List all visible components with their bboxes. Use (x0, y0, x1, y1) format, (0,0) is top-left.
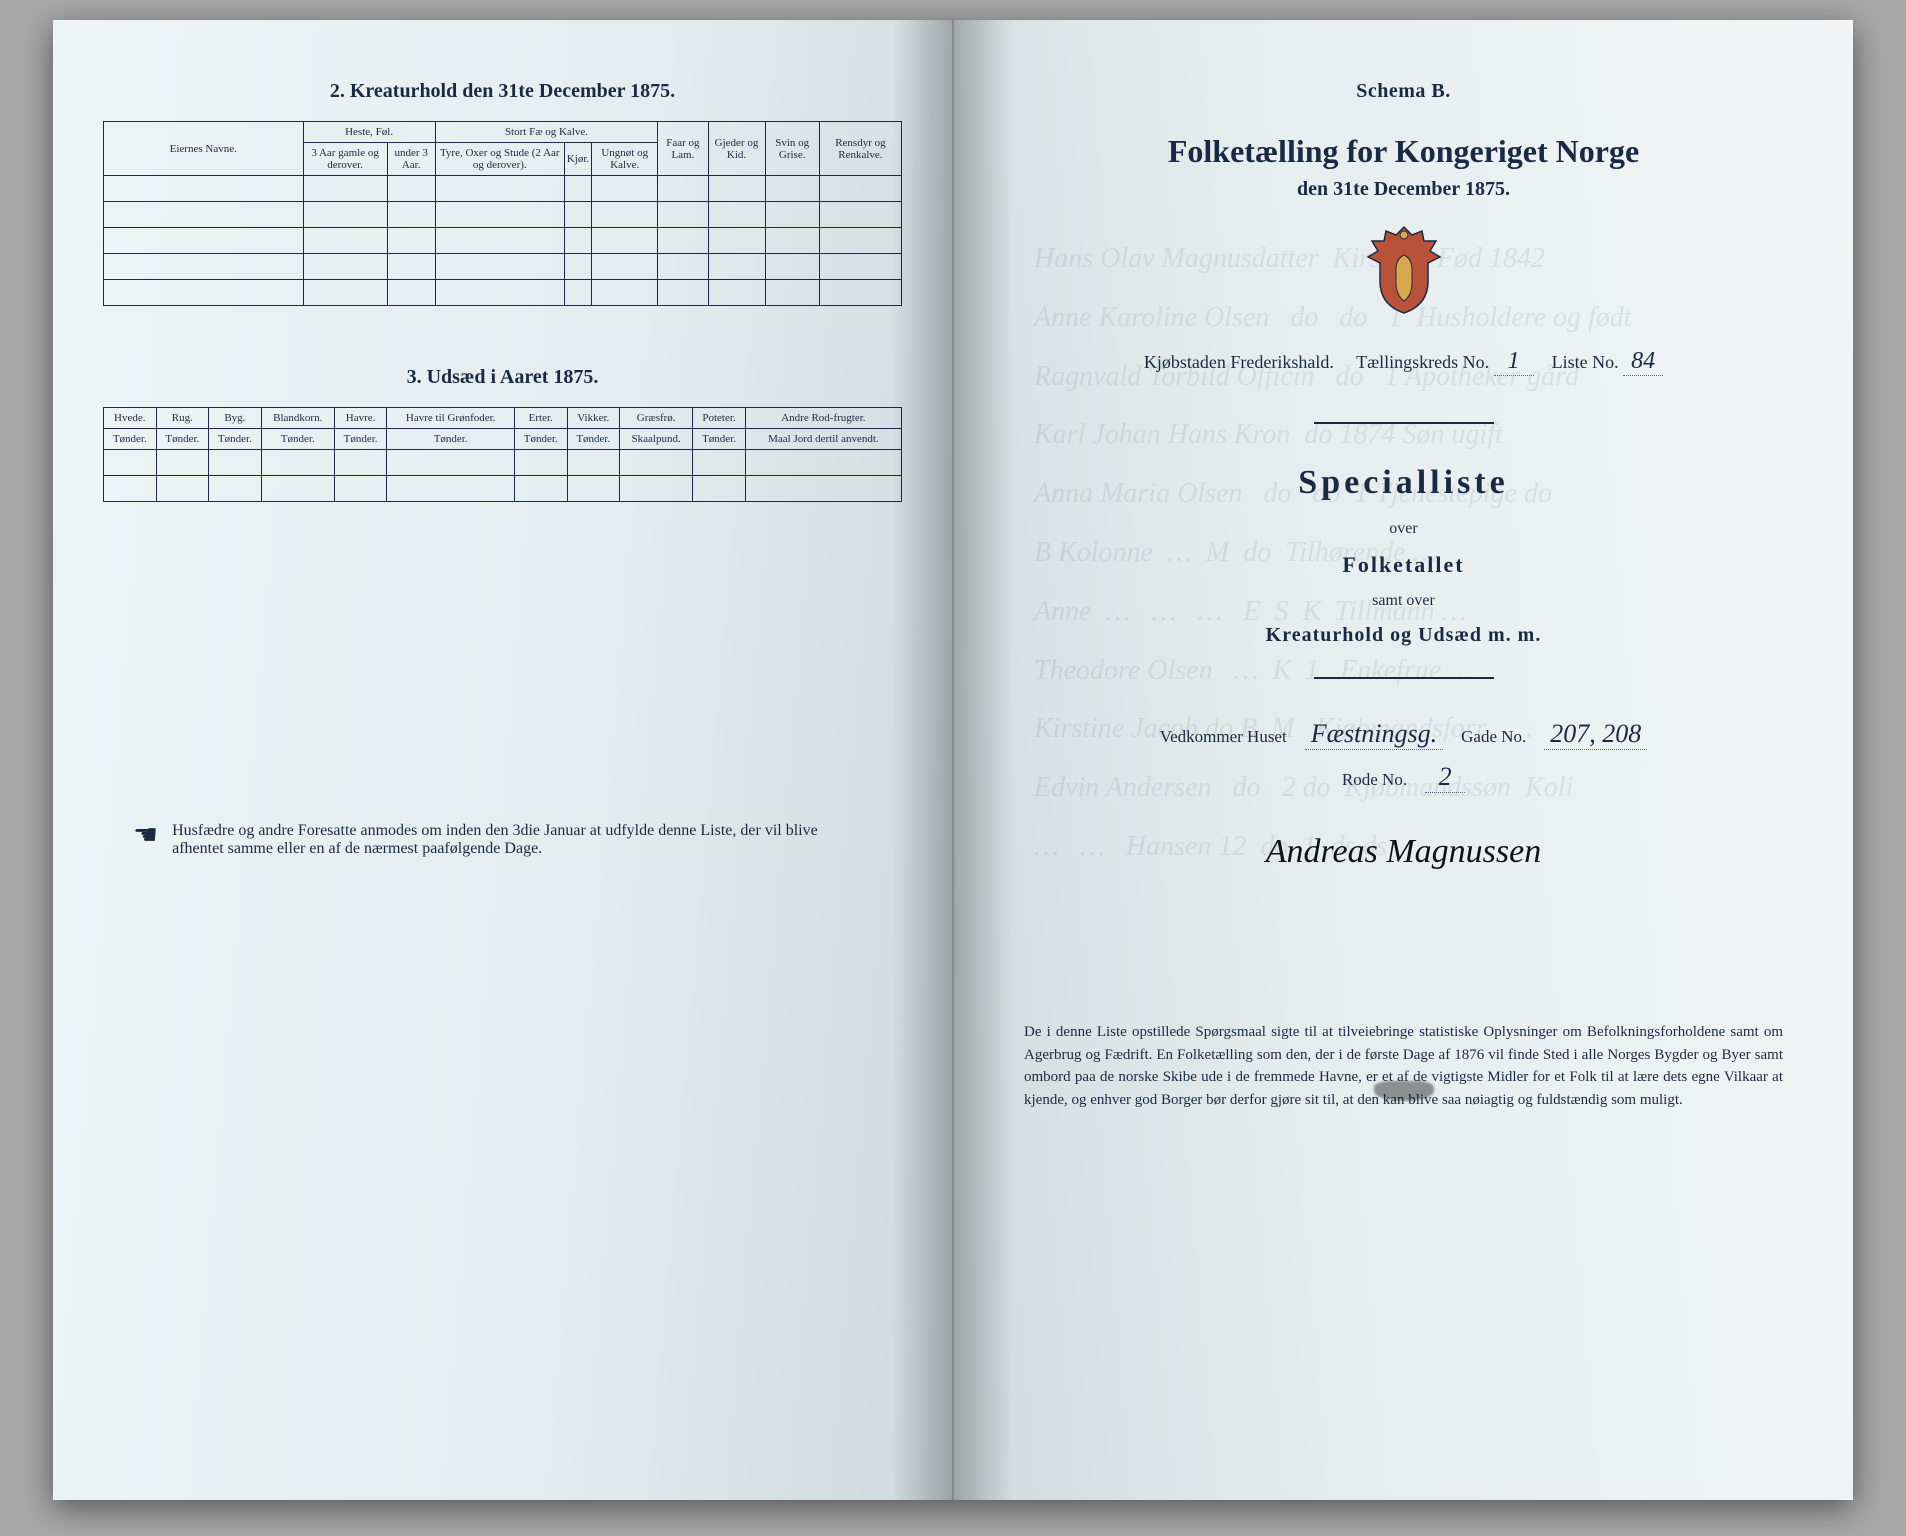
col-andre: Andre Rod-frugter. (745, 408, 901, 429)
table-row (104, 228, 902, 254)
col-rug: Rug. (156, 408, 209, 429)
col-svin: Svin og Grise. (765, 122, 819, 176)
col-byg: Byg. (209, 408, 262, 429)
signature: Andreas Magnussen (1004, 833, 1803, 871)
tkreds-label: Tællingskreds No. (1356, 352, 1489, 372)
col-ungnot: Ungnøt og Kalve. (592, 143, 658, 176)
vedkommer-label: Vedkommer Huset (1160, 727, 1287, 747)
tkreds-value: 1 (1494, 348, 1534, 376)
table-row (104, 176, 902, 202)
table-row (104, 450, 902, 476)
main-title: Folketælling for Kongeriget Norge (1004, 133, 1803, 170)
house-line: Vedkommer Huset Fæstningsg. Gade No. 207… (1004, 719, 1803, 750)
gade-label: Gade No. (1461, 727, 1526, 747)
col-kjor: Kjør. (564, 143, 591, 176)
col-poteter: Poteter. (693, 408, 746, 429)
kreatur-label: Kreaturhold og Udsæd m. m. (1004, 624, 1803, 647)
col-hvede: Hvede. (104, 408, 157, 429)
unit: Tønder. (104, 429, 157, 450)
section3-title: 3. Udsæd i Aaret 1875. (103, 366, 902, 389)
footnote: ☛ Husfædre og andre Foresatte anmodes om… (103, 822, 902, 858)
unit: Tønder. (387, 429, 515, 450)
section2-title: 2. Kreaturhold den 31te December 1875. (103, 80, 902, 103)
district-line: Kjøbstaden Frederikshald. Tællingskreds … (1004, 348, 1803, 376)
gade-value: 207, 208 (1544, 719, 1647, 750)
table-row (104, 202, 902, 228)
unit: Tønder. (209, 429, 262, 450)
liste-label: Liste No. (1552, 352, 1619, 372)
left-page: 2. Kreaturhold den 31te December 1875. E… (53, 20, 953, 1500)
col-blandkorn: Blandkorn. (261, 408, 334, 429)
table-row (104, 476, 902, 502)
table-row (104, 280, 902, 306)
rode-line: Rode No. 2 (1004, 762, 1803, 793)
divider (1314, 677, 1494, 679)
col-stortfae: Stort Fæ og Kalve. (435, 122, 658, 143)
folketallet-label: Folketallet (1004, 552, 1803, 578)
divider (1314, 422, 1494, 424)
rode-label: Rode No. (1342, 770, 1407, 790)
footnote-text: Husfædre og andre Foresatte anmodes om i… (172, 822, 872, 858)
coat-of-arms-icon (1364, 225, 1444, 315)
coat-of-arms (1004, 225, 1803, 320)
col-havre-gron: Havre til Grønfoder. (387, 408, 515, 429)
kjobstad-label: Kjøbstaden Frederikshald. (1144, 352, 1334, 372)
unit: Tønder. (261, 429, 334, 450)
specialliste-title: Specialliste (1004, 464, 1803, 502)
pointing-hand-icon: ☛ (133, 822, 158, 850)
census-book: 2. Kreaturhold den 31te December 1875. E… (53, 20, 1853, 1500)
unit: Tønder. (693, 429, 746, 450)
col-faar: Faar og Lam. (658, 122, 708, 176)
unit: Tønder. (514, 429, 567, 450)
rode-value: 2 (1425, 762, 1465, 793)
schema-label: Schema B. (1004, 80, 1803, 103)
col-rensdyr: Rensdyr og Renkalve. (819, 122, 901, 176)
col-erter: Erter. (514, 408, 567, 429)
unit: Skaalpund. (620, 429, 693, 450)
col-graesfro: Græsfrø. (620, 408, 693, 429)
col-eiernes: Eiernes Navne. (104, 122, 304, 176)
unit: Tønder. (567, 429, 620, 450)
col-tyre: Tyre, Oxer og Stude (2 Aar og derover). (435, 143, 564, 176)
over-label: over (1004, 520, 1803, 538)
col-gjeder: Gjeder og Kid. (708, 122, 765, 176)
right-page: Hans Olav Magnusdatter Kirstine Fød 1842… (953, 20, 1853, 1500)
col-vikker: Vikker. (567, 408, 620, 429)
col-heste: Heste, Føl. (303, 122, 435, 143)
col-havre: Havre. (334, 408, 387, 429)
col-heste-3aar: 3 Aar gamle og derover. (303, 143, 387, 176)
huset-value: Fæstningsg. (1305, 719, 1443, 750)
table-row (104, 254, 902, 280)
ink-stain (1374, 1081, 1434, 1101)
main-subtitle: den 31te December 1875. (1004, 178, 1803, 201)
unit: Tønder. (334, 429, 387, 450)
udsaed-table: Hvede. Rug. Byg. Blandkorn. Havre. Havre… (103, 407, 902, 502)
unit: Tønder. (156, 429, 209, 450)
kreaturhold-table: Eiernes Navne. Heste, Føl. Stort Fæ og K… (103, 121, 902, 306)
unit: Maal Jord dertil anvendt. (745, 429, 901, 450)
liste-value: 84 (1623, 348, 1663, 376)
samt-over-label: samt over (1004, 592, 1803, 610)
col-heste-u3: under 3 Aar. (387, 143, 435, 176)
